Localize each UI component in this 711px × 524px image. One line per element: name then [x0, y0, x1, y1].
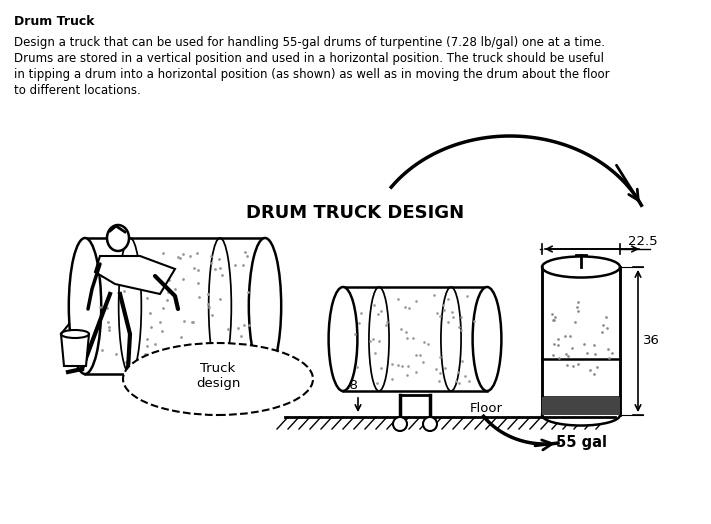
Text: in tipping a drum into a horizontal position (as shown) as well as in moving the: in tipping a drum into a horizontal posi…: [14, 68, 609, 81]
Bar: [85, 238, 265, 374]
Ellipse shape: [328, 287, 358, 391]
Text: DRUM TRUCK DESIGN: DRUM TRUCK DESIGN: [246, 204, 464, 222]
Circle shape: [423, 417, 437, 431]
Circle shape: [393, 417, 407, 431]
Text: Drums are stored in a vertical position and used in a horizontal position. The t: Drums are stored in a vertical position …: [14, 52, 604, 65]
Polygon shape: [95, 256, 175, 294]
Ellipse shape: [473, 287, 501, 391]
Text: Truck
design: Truck design: [196, 362, 240, 390]
Text: Design a truck that can be used for handling 55-gal drums of turpentine (7.28 lb: Design a truck that can be used for hand…: [14, 36, 605, 49]
Ellipse shape: [61, 330, 89, 338]
Bar: [343, 287, 487, 391]
Text: 22.5: 22.5: [628, 235, 658, 248]
Polygon shape: [61, 334, 89, 366]
Text: 55 gal: 55 gal: [555, 435, 606, 450]
Ellipse shape: [107, 225, 129, 251]
Bar: [542, 267, 620, 415]
Text: 36: 36: [643, 334, 660, 347]
Text: Drum Truck: Drum Truck: [14, 15, 95, 28]
Bar: [542, 397, 620, 415]
Text: Floor: Floor: [470, 402, 503, 416]
Ellipse shape: [542, 256, 620, 278]
Ellipse shape: [123, 343, 313, 415]
Ellipse shape: [69, 238, 101, 374]
Ellipse shape: [249, 238, 281, 374]
Ellipse shape: [542, 405, 620, 425]
Text: to different locations.: to different locations.: [14, 84, 141, 97]
Text: 18: 18: [341, 379, 358, 392]
